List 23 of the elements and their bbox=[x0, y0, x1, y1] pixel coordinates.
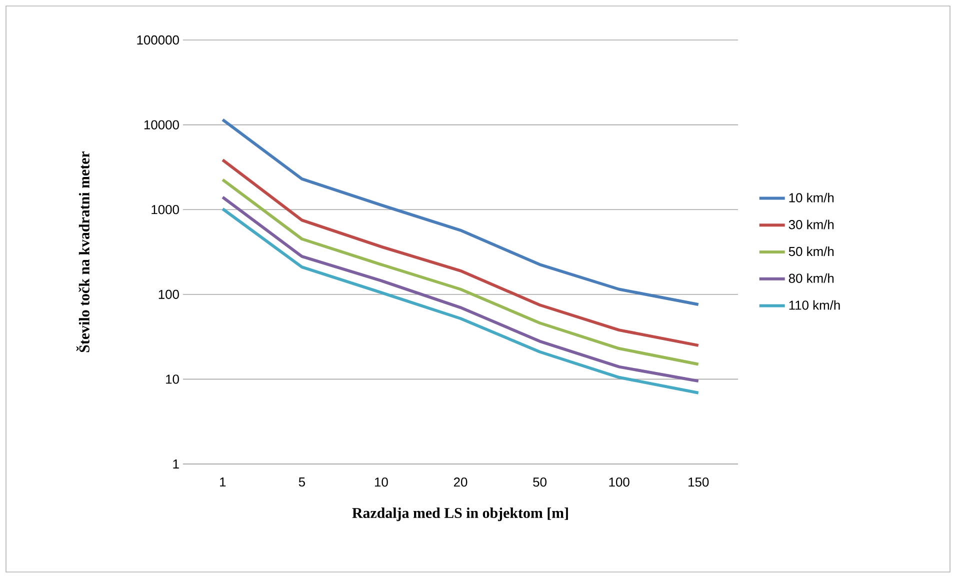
legend-label: 50 km/h bbox=[788, 246, 834, 256]
x-tick-label: 50 bbox=[533, 478, 546, 487]
x-tick-label: 150 bbox=[688, 478, 709, 487]
x-axis-title: Razdalja med LS in objektom [m] bbox=[352, 508, 568, 522]
y-tick-label: 100 bbox=[158, 290, 179, 299]
y-axis-title: Število točk na kvadratni meter bbox=[76, 151, 90, 352]
legend-label: 110 km/h bbox=[789, 300, 840, 310]
line-series bbox=[221, 118, 700, 306]
y-tick-label: 1000 bbox=[152, 205, 179, 214]
y-tick-label: 1 bbox=[173, 460, 179, 468]
y-tick-label: 10000 bbox=[144, 120, 179, 130]
y-tick-label: 10 bbox=[166, 374, 179, 384]
line-series bbox=[221, 158, 700, 347]
x-tick-label: 20 bbox=[454, 478, 468, 487]
legend-label: 30 km/h bbox=[788, 220, 834, 230]
x-tick-label: 10 bbox=[374, 478, 388, 487]
y-tick-label: 100000 bbox=[137, 35, 179, 45]
legend-label: 10 km/h bbox=[789, 192, 834, 202]
x-tick-label: 1 bbox=[220, 478, 226, 486]
legend-label: 80 km/h bbox=[788, 273, 834, 283]
line-series bbox=[221, 178, 700, 366]
x-tick-label: 100 bbox=[609, 478, 630, 487]
x-tick-label: 5 bbox=[298, 478, 305, 487]
